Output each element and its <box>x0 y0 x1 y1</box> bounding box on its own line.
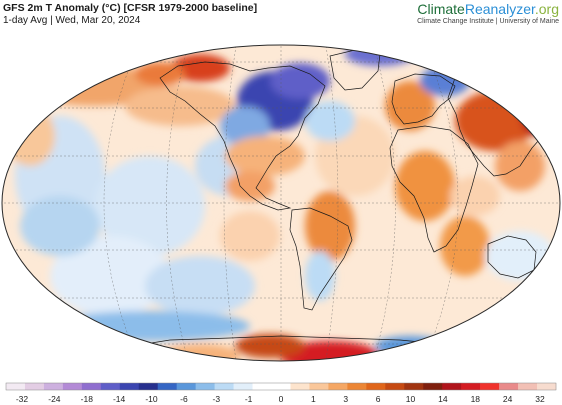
colorbar-cell <box>252 383 272 390</box>
colorbar-cell <box>309 383 329 390</box>
colorbar-tick-label: 14 <box>438 394 448 404</box>
colorbar-tick-label: -32 <box>16 394 29 404</box>
colorbar-cell <box>195 383 215 390</box>
colorbar-tick-label: 0 <box>279 394 284 404</box>
brand-name: ClimateReanalyzer.org <box>417 1 559 17</box>
colorbar-cell <box>385 383 405 390</box>
colorbar-tick-label: -10 <box>145 394 158 404</box>
north-america-outline <box>159 61 326 211</box>
colorbar-cell <box>100 383 121 390</box>
globe-outline <box>1 44 561 362</box>
colorbar-cell <box>480 383 500 390</box>
colorbar-cell <box>461 383 481 390</box>
map-title: GFS 2m T Anomaly (°C) [CFSR 1979-2000 ba… <box>3 2 258 14</box>
colorbar-cell <box>24 383 45 390</box>
africa-outline <box>389 125 479 253</box>
colorbar-cell <box>366 383 386 390</box>
climate-reanalyzer-logo[interactable]: ClimateReanalyzer.org Climate Change Ins… <box>417 1 559 26</box>
colorbar-cell <box>347 383 367 390</box>
colorbar-legend: -32 -24 -18 -14 -10 -6 -3 -1 0 1 3 6 10 14 18 24 32 <box>5 382 557 404</box>
europe-outline <box>391 73 456 125</box>
colorbar-tick-label: -3 <box>213 394 221 404</box>
colorbar-tick-label: 32 <box>535 394 545 404</box>
graticule <box>2 45 560 361</box>
colorbar-tick-label: -24 <box>48 394 61 404</box>
colorbar-cell <box>233 383 253 390</box>
colorbar-cell <box>499 383 519 390</box>
colorbar-ticks: -32 -24 -18 -14 -10 -6 -3 -1 0 1 3 6 10 14 18 24 32 <box>16 394 545 404</box>
brand-name-part3: .org <box>534 1 559 17</box>
colorbar-cell <box>6 383 26 390</box>
colorbar-cell <box>176 383 196 390</box>
colorbar-cell <box>442 383 462 390</box>
south-america-outline <box>289 207 353 311</box>
colorbar-cell <box>157 383 177 390</box>
colorbar-cell <box>271 383 291 390</box>
colorbar-tick-label: -14 <box>113 394 126 404</box>
colorbar-tick-label: 24 <box>503 394 513 404</box>
colorbar-border <box>5 382 557 391</box>
colorbar-cell <box>138 383 159 390</box>
colorbar-cell <box>537 383 557 390</box>
colorbar-cell <box>423 383 443 390</box>
colorbar-cell <box>290 383 310 390</box>
colorbar-tick-label: -18 <box>81 394 94 404</box>
colorbar-tick-label: -1 <box>245 394 253 404</box>
colorbar-cell <box>518 383 538 390</box>
colorbar-tick-label: 3 <box>343 394 348 404</box>
colorbar-tick-label: 18 <box>471 394 481 404</box>
colorbar-cell <box>62 383 83 390</box>
colorbar-cells <box>5 382 557 391</box>
brand-name-part2: Reanalyzer <box>464 1 535 17</box>
brand-name-part1: Climate <box>417 1 465 17</box>
colorbar-cell <box>404 383 424 390</box>
colorbar-cell <box>43 383 64 390</box>
map-subtitle: 1-day Avg | Wed, Mar 20, 2024 <box>3 15 141 26</box>
colorbar-tick-label: 6 <box>376 394 381 404</box>
colorbar-tick-label: 1 <box>311 394 316 404</box>
brand-tagline: Climate Change Institute | University of… <box>417 18 559 25</box>
temperature-anomaly-map <box>1 44 561 362</box>
colorbar-tick-label: 10 <box>406 394 416 404</box>
colorbar-cell <box>81 383 102 390</box>
colorbar-cell <box>119 383 140 390</box>
colorbar-cell <box>214 383 234 390</box>
colorbar-tick-label: -6 <box>180 394 188 404</box>
colorbar-cell <box>328 383 348 390</box>
